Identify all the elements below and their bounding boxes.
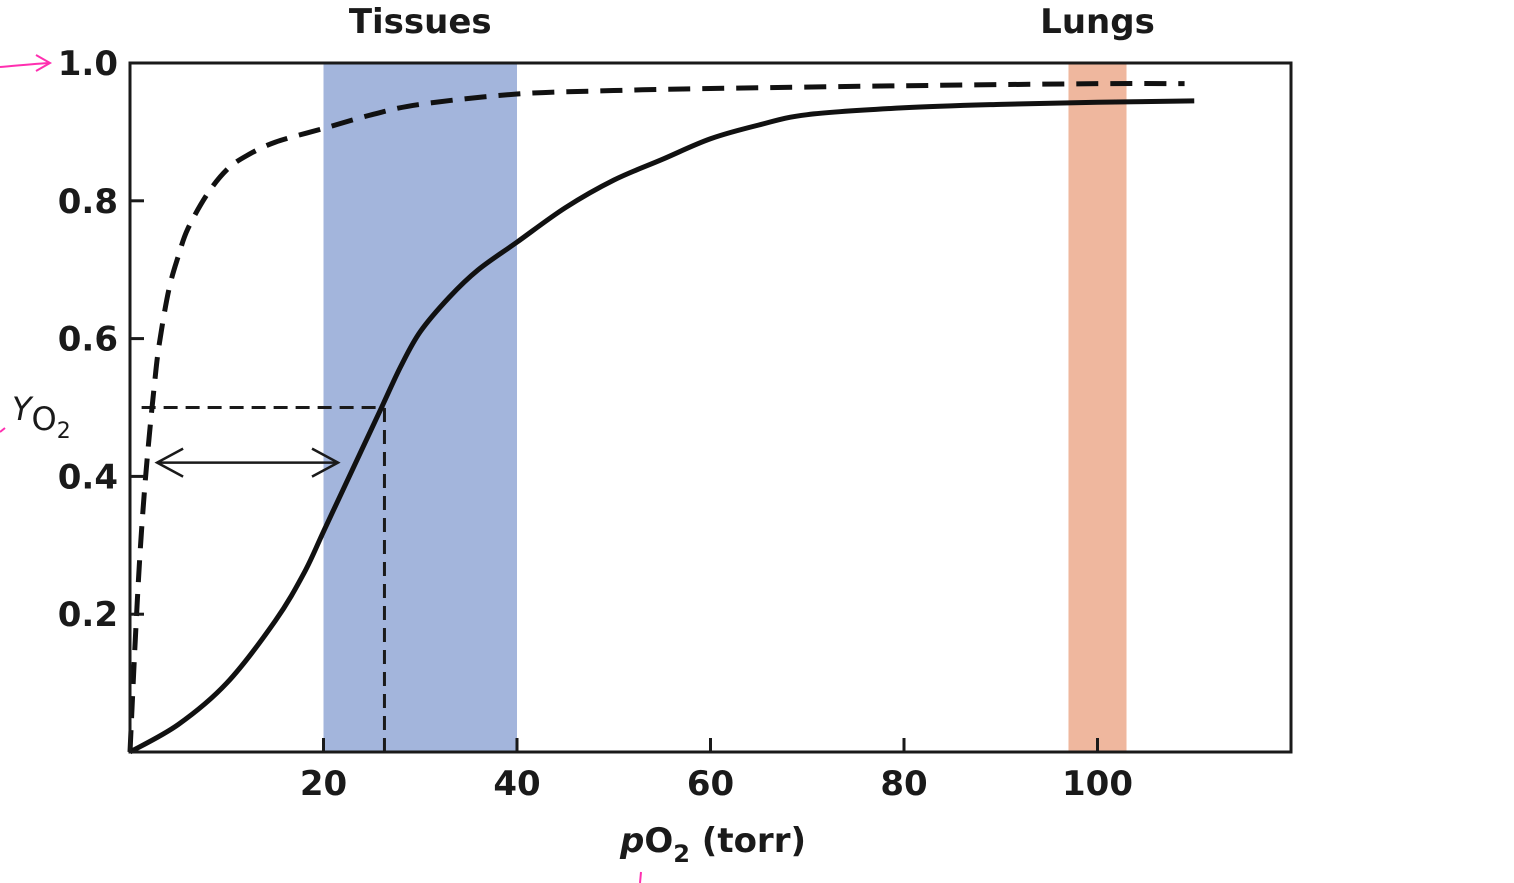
double-arrow-left-head [154,447,184,478]
y-axis-label-base: O [32,400,57,438]
annotation-arrow-shaft [0,62,51,68]
region-lungs-band [1068,63,1127,752]
series-line-dashed [127,81,1185,753]
annotation-tick-bottom [639,871,642,883]
x-tick-label: 80 [880,764,927,804]
x-axis-label-rest: (torr) [690,821,806,861]
x-tick-label: 20 [300,764,347,804]
x-axis-label-sub: 2 [673,840,690,868]
annotation-arrow-head [35,54,53,72]
guides-layer [141,406,386,752]
regions-layer [323,63,1127,752]
x-axis-label-italic: p [619,821,644,861]
region-lungs-label: Lungs [1040,2,1155,42]
annotation-marks [0,54,642,883]
y-axis-label-italic: Y [12,390,34,428]
y-tick-label: 0.6 [58,320,118,360]
annotation-tick-left [0,427,6,433]
y-axis-label: YO2 [12,390,71,444]
x-tick-label: 100 [1062,764,1133,804]
y-tick-label: 1.0 [58,44,118,84]
series-layer [127,81,1195,755]
region-tissues-label: Tissues [349,2,492,42]
x-tick-label: 40 [493,764,540,804]
double-arrow-right-head [311,447,341,478]
series-line-solid [128,98,1195,755]
x-axis-label-base: O [644,821,673,861]
y-tick-label: 0.8 [58,182,118,222]
y-tick-label: 0.2 [58,595,118,635]
region-tissues-band [323,63,517,752]
y-tick-label: 0.4 [58,457,118,497]
y-axis-label-sub: 2 [57,419,71,444]
x-axis-label: pO2 (torr) [619,821,806,868]
ticks-layer: 20 40 60 80 100 0.2 0.4 0.6 0.8 1.0 [58,44,1133,804]
x-tick-label: 60 [687,764,734,804]
